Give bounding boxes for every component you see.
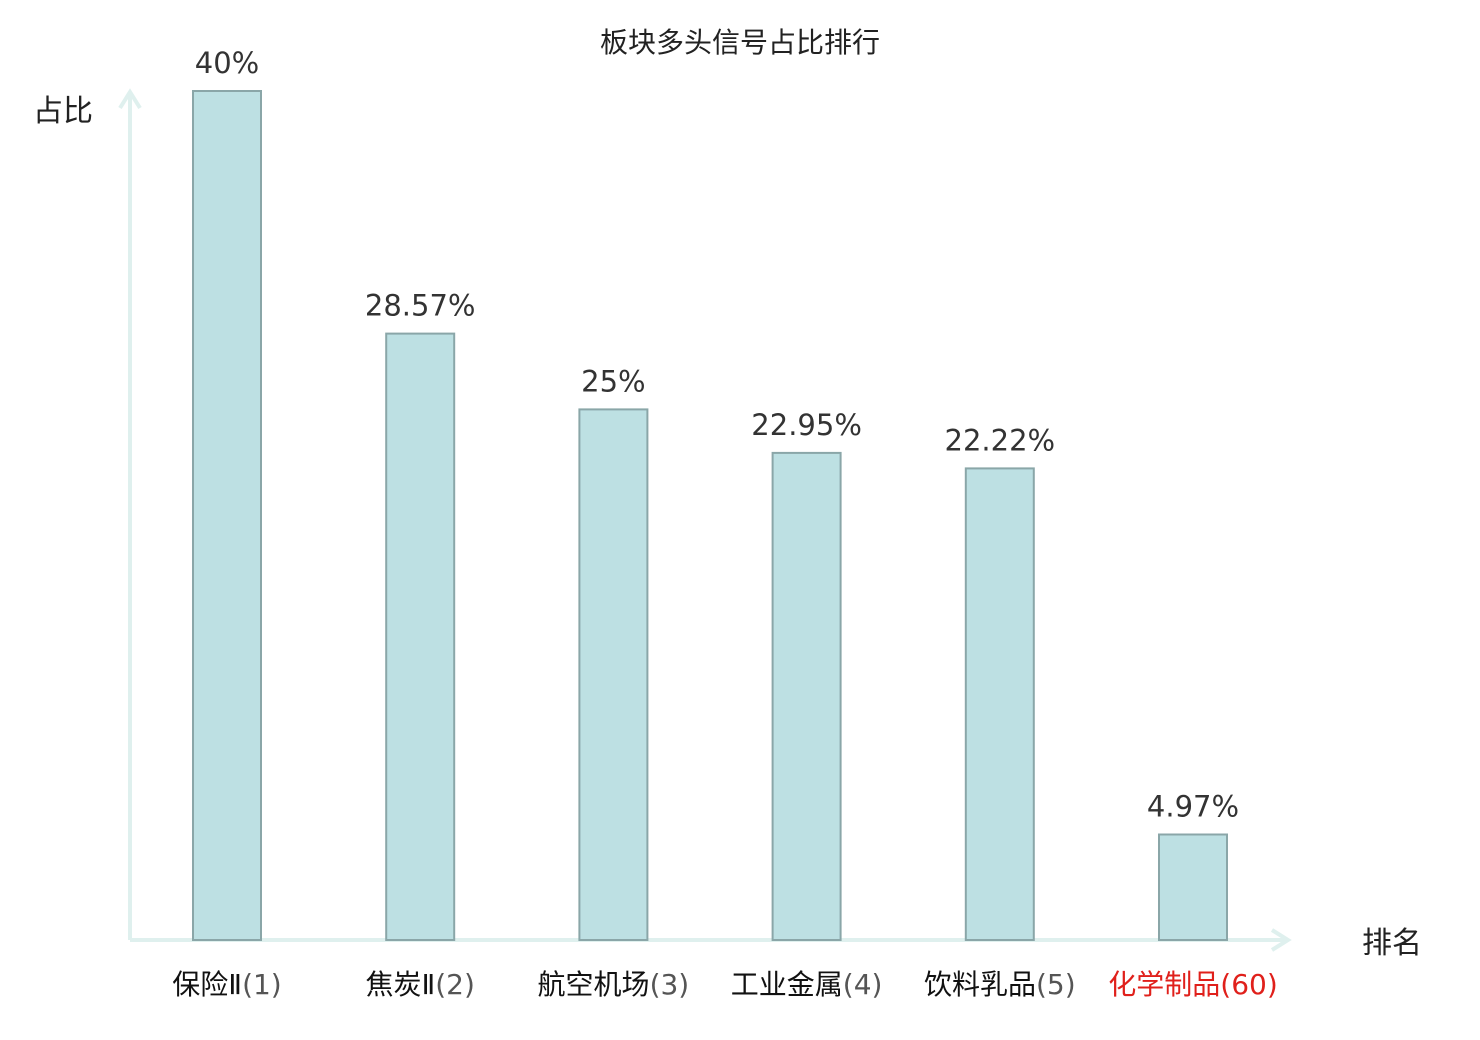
category-label-4: 工业金属(4) (731, 968, 883, 1001)
bar-6 (1158, 833, 1228, 941)
x-axis-arrow (1270, 928, 1292, 952)
value-label-1: 40% (195, 46, 259, 80)
category-label-6: 化学制品(60) (1108, 968, 1278, 1001)
category-name: 饮料乳品 (924, 968, 1036, 1001)
category-rank: (4) (843, 968, 883, 1001)
value-label-4: 22.95% (751, 408, 862, 442)
category-rank: (1) (242, 968, 282, 1001)
category-name: 航空机场 (538, 968, 650, 1001)
value-label-3: 25% (581, 364, 645, 398)
category-label-1: 保险Ⅱ(1) (172, 968, 281, 1001)
value-label-2: 28.57% (365, 289, 476, 323)
bar-1 (192, 90, 262, 941)
category-rank: (3) (650, 968, 690, 1001)
value-label-6: 4.97% (1147, 790, 1239, 824)
chart-title: 板块多头信号占比排行 (600, 26, 880, 59)
bar-3 (578, 408, 649, 941)
bar-2 (385, 332, 456, 942)
category-rank: (5) (1036, 968, 1076, 1001)
category-name: 工业金属 (731, 968, 843, 1001)
bars-group: 40% 保险Ⅱ(1) 28.57% 焦炭Ⅱ(2) 25% 航空机场(3) 22.95% 工业金… (172, 46, 1277, 1001)
category-label-3: 航空机场(3) (538, 968, 690, 1001)
category-label-5: 饮料乳品(5) (924, 968, 1076, 1001)
category-name: 化学制品 (1108, 968, 1220, 1001)
category-rank: (2) (435, 968, 475, 1001)
bar-5 (964, 467, 1035, 941)
x-axis-label: 排名 (1362, 926, 1422, 961)
category-name: 保险Ⅱ (172, 968, 242, 1001)
category-rank: (60) (1220, 968, 1277, 1001)
bar-4 (771, 451, 842, 941)
category-label-2: 焦炭Ⅱ(2) (365, 968, 474, 1001)
category-name: 焦炭Ⅱ (365, 968, 435, 1001)
y-axis-label: 占比 (33, 94, 93, 129)
y-axis-arrow (118, 88, 142, 110)
value-label-5: 22.22% (945, 423, 1056, 457)
